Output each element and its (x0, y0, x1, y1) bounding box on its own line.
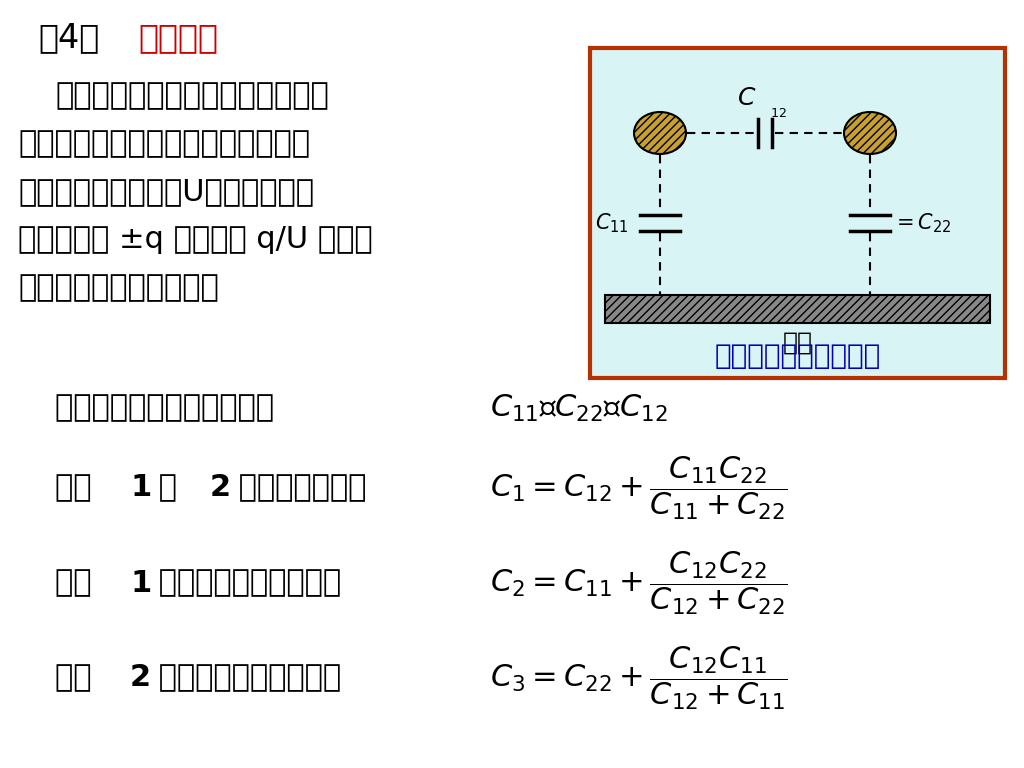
Text: 电荷分别为 ±q ，则比值 q/U 称为这: 电荷分别为 ±q ，则比值 q/U 称为这 (18, 226, 373, 254)
Text: 2: 2 (210, 474, 231, 502)
Text: 和大地间的等效电容为: 和大地间的等效电容为 (148, 568, 352, 598)
Bar (605, 295, 990, 323)
Text: 导线: 导线 (55, 474, 102, 502)
Text: 在多导体系统中，把其中任意两个: 在多导体系统中，把其中任意两个 (55, 81, 329, 111)
Text: 导体作为电容器的两个电极，设在这: 导体作为电容器的两个电极，设在这 (18, 130, 310, 158)
Ellipse shape (634, 112, 686, 154)
Text: 和大地间的等效电容为: 和大地间的等效电容为 (148, 664, 352, 693)
Text: $C_2 = C_{11} + \dfrac{C_{12}C_{22}}{C_{12}+C_{22}}$: $C_2 = C_{11} + \dfrac{C_{12}C_{22}}{C_{… (490, 549, 788, 617)
Text: $=C_{22}$: $=C_{22}$ (892, 211, 951, 235)
Text: $C$: $C$ (737, 86, 757, 110)
FancyBboxPatch shape (590, 48, 1005, 378)
Text: $C_{11}$、$C_{22}$、$C_{12}$: $C_{11}$、$C_{22}$、$C_{12}$ (490, 392, 668, 423)
Text: 大地上空的平行双导线: 大地上空的平行双导线 (715, 342, 881, 370)
Text: 导线: 导线 (55, 568, 102, 598)
Text: 如图所示，有三个部分电容: 如图所示，有三个部分电容 (55, 393, 294, 422)
Text: 间的等效电容为: 间的等效电容为 (228, 474, 367, 502)
Text: 导线: 导线 (55, 664, 102, 693)
Text: 1: 1 (130, 474, 152, 502)
Text: $C_3 = C_{22} + \dfrac{C_{12}C_{11}}{C_{12}+C_{11}}$: $C_3 = C_{22} + \dfrac{C_{12}C_{11}}{C_{… (490, 644, 788, 712)
Text: $C_1 = C_{12} + \dfrac{C_{11}C_{22}}{C_{11}+C_{22}}$: $C_1 = C_{12} + \dfrac{C_{11}C_{22}}{C_{… (490, 454, 788, 522)
Text: 2: 2 (130, 664, 152, 693)
Text: 大地: 大地 (782, 331, 812, 355)
Text: （4）: （4） (38, 22, 99, 55)
Ellipse shape (844, 112, 896, 154)
Text: 和: 和 (148, 474, 187, 502)
Text: 1: 1 (130, 568, 152, 598)
Text: $C_{11}$: $C_{11}$ (595, 211, 629, 235)
Text: 两个导体间的等效电容。: 两个导体间的等效电容。 (18, 273, 219, 303)
Text: $_{12}$: $_{12}$ (770, 102, 786, 120)
Text: 两个电极间加上电压U，极板上所带: 两个电极间加上电压U，极板上所带 (18, 177, 314, 207)
Text: 等效电容: 等效电容 (138, 22, 218, 55)
